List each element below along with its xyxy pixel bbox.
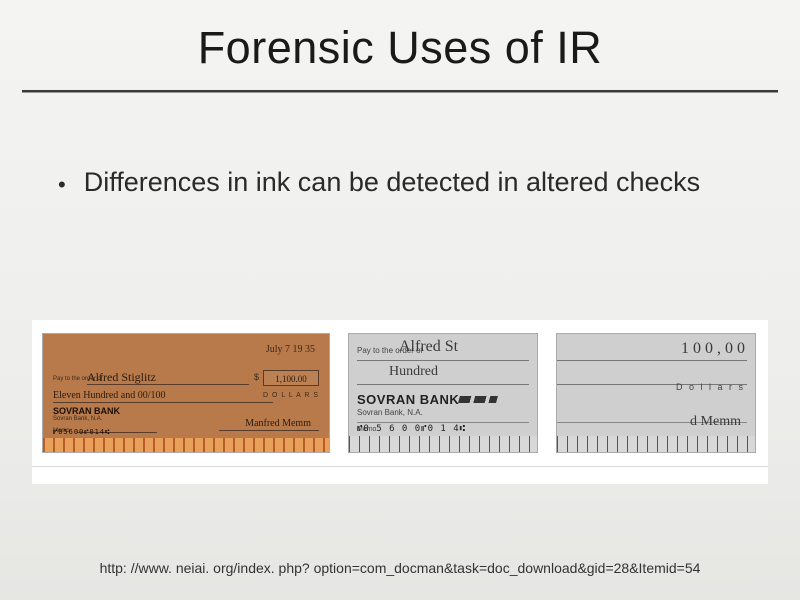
check-infrared-right: 1 0 0 , 0 0 D o l l a r s d Memm bbox=[556, 333, 756, 453]
amount-box: 1,100.00 bbox=[263, 370, 319, 386]
ruler bbox=[557, 436, 755, 452]
payto-name-ir: Alfred St bbox=[399, 338, 458, 356]
field-line bbox=[53, 402, 273, 403]
payto-name: Alfred Stiglitz bbox=[87, 370, 156, 385]
field-line bbox=[357, 384, 529, 385]
field-line bbox=[219, 430, 319, 431]
check-date: July 7 19 35 bbox=[266, 344, 315, 355]
amount-numeric-ir: 1 0 0 , 0 0 bbox=[681, 340, 745, 358]
dollars-label: D o l l a r s bbox=[676, 382, 745, 392]
title-underline bbox=[22, 90, 778, 93]
ruler bbox=[43, 438, 329, 452]
field-line bbox=[557, 360, 747, 361]
bullet-item: • Differences in ink can be detected in … bbox=[58, 165, 760, 200]
check-visible-light: July 7 19 35 Pay to the order of Alfred … bbox=[42, 333, 330, 453]
citation-text: http: //www. neiai. org/index. php? opti… bbox=[0, 560, 800, 576]
check-infrared-left: Pay to the order of Alfred St Hundred SO… bbox=[348, 333, 538, 453]
ruler bbox=[349, 436, 537, 452]
amount-words-ir: Hundred bbox=[389, 364, 438, 380]
micr-line: ⑈05600⑈014⑆ bbox=[53, 428, 110, 436]
bullet-text: Differences in ink can be detected in al… bbox=[84, 165, 700, 200]
bullet-marker-icon: • bbox=[58, 171, 66, 200]
bank-na: Sovran Bank, N.A. bbox=[53, 416, 102, 422]
micr-line: ⑈0 5 6 0 0⑈0 1 4⑆ bbox=[357, 424, 466, 434]
bank-name: SOVRAN BANK bbox=[357, 392, 459, 407]
bullet-list: • Differences in ink can be detected in … bbox=[58, 165, 760, 200]
dollars-label: D O L L A R S bbox=[263, 392, 319, 399]
amount-words: Eleven Hundred and 00/100 bbox=[53, 390, 165, 401]
bank-na: Sovran Bank, N.A. bbox=[357, 408, 423, 417]
dollar-sign: $ bbox=[254, 372, 259, 382]
signature-ir: d Memm bbox=[690, 414, 741, 430]
signature: Manfred Memm bbox=[245, 418, 311, 429]
field-line bbox=[357, 360, 529, 361]
caption-bar bbox=[32, 466, 768, 484]
image-strip: July 7 19 35 Pay to the order of Alfred … bbox=[32, 320, 768, 466]
slide: Forensic Uses of IR • Differences in ink… bbox=[0, 0, 800, 600]
slide-title: Forensic Uses of IR bbox=[0, 0, 800, 84]
field-line bbox=[357, 422, 529, 423]
bank-name: SOVRAN BANK bbox=[53, 406, 120, 416]
field-line bbox=[87, 384, 249, 385]
bank-logo-icon bbox=[458, 396, 498, 403]
